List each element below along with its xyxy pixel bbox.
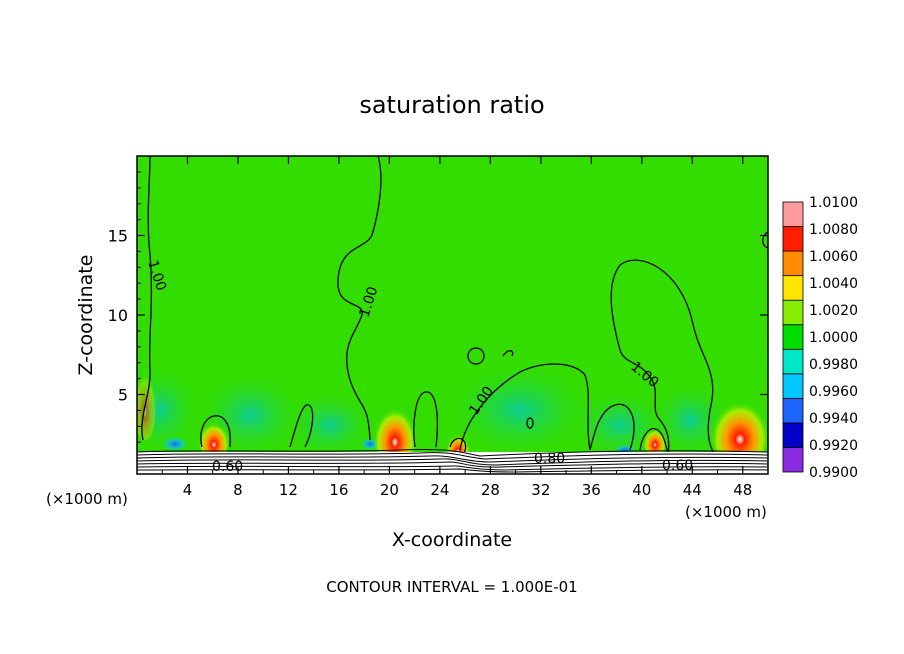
colorbar-swatch [782, 397, 804, 424]
contour-line [589, 403, 635, 451]
field-hotspot [198, 416, 230, 460]
colorbar-label: 1.0020 [809, 303, 858, 319]
colorbar-label: 1.0100 [809, 195, 858, 211]
field-hotspot [710, 390, 768, 466]
x-unit-right: (×1000 m) [685, 503, 767, 521]
field-cool-region [445, 360, 595, 460]
colorbar-swatch [782, 250, 804, 277]
contour-closed-loop [467, 347, 485, 365]
surface-contours [137, 448, 768, 473]
colorbar-label: 1.0000 [809, 330, 858, 346]
x-axis-label: X-coordinate [392, 529, 512, 551]
contour-line [200, 415, 231, 448]
x-tick-label: 44 [683, 481, 702, 499]
contour-label: 0.60 [662, 458, 693, 474]
x-axis: 4 8 12 16 20 24 28 32 36 40 44 48 [161, 156, 752, 499]
x-tick-label: 36 [582, 481, 601, 499]
contour-line [459, 363, 591, 451]
colorbar-label: 1.0080 [809, 222, 858, 238]
colorbar-label: 0.9980 [809, 357, 858, 373]
contour-line [141, 156, 153, 441]
colorbar-swatch [782, 226, 804, 252]
x-unit-left: (×1000 m) [46, 490, 128, 508]
x-tick-label: 40 [632, 481, 651, 499]
x-tick-label: 20 [380, 481, 399, 499]
x-tick-label: 16 [329, 481, 348, 499]
colorbar-swatch [782, 447, 804, 473]
contour-line [289, 404, 314, 448]
contour-interval-note: CONTOUR INTERVAL = 1.000E-01 [326, 578, 577, 596]
colorbar-label: 0.9920 [809, 438, 858, 454]
x-tick-label: 4 [183, 481, 193, 499]
contour-lines [141, 156, 768, 456]
x-tick-label: 32 [531, 481, 550, 499]
contour-line [337, 156, 382, 441]
plot-area [137, 156, 768, 474]
colorbar-label: 1.0060 [809, 249, 858, 265]
contour-line [502, 350, 514, 357]
contour-line [413, 391, 439, 448]
colorbar-swatch [782, 373, 804, 399]
field-cool-region [650, 380, 730, 460]
colorbar-swatch [782, 201, 804, 227]
field-hotspot [643, 424, 667, 456]
chart-title: saturation ratio [359, 91, 544, 119]
y-axis-label: Z-coordinate [75, 255, 97, 376]
field-cool-region [285, 390, 375, 460]
colorbar-label: 0.9900 [809, 465, 858, 481]
x-tick-label: 28 [481, 481, 500, 499]
contour-line [762, 231, 768, 249]
x-tick-label: 24 [430, 481, 449, 499]
x-tick-label: 48 [733, 481, 752, 499]
x-tick-label: 12 [279, 481, 298, 499]
contour-line [619, 259, 716, 456]
y-tick-label: 5 [118, 386, 128, 405]
colorbar-label: 0.9960 [809, 384, 858, 400]
colorbar-label: 0.9940 [809, 411, 858, 427]
contour-line [639, 428, 669, 453]
colorbar-label: 1.0040 [809, 276, 858, 292]
colorbar-swatch [782, 299, 804, 326]
contour-label: 0.60 [212, 459, 243, 475]
colorbar-swatch [782, 422, 804, 448]
y-tick-label: 10 [108, 306, 128, 325]
contour-line [610, 264, 670, 456]
field-hotspot [373, 398, 417, 466]
x-tick-label: 8 [233, 481, 243, 499]
colorbar: 1.0100 1.0080 1.0060 1.0040 1.0020 1.0000 0.99… [782, 195, 858, 481]
contour-closed-loop [526, 417, 534, 429]
field-blue-spot [161, 436, 189, 452]
y-tick-label: 15 [108, 227, 128, 246]
y-axis: 5 10 15 [108, 171, 768, 459]
contour-label: 0.80 [534, 451, 565, 467]
colorbar-swatch [782, 324, 804, 350]
colorbar-swatch [782, 275, 804, 301]
colorbar-swatch [782, 348, 804, 375]
